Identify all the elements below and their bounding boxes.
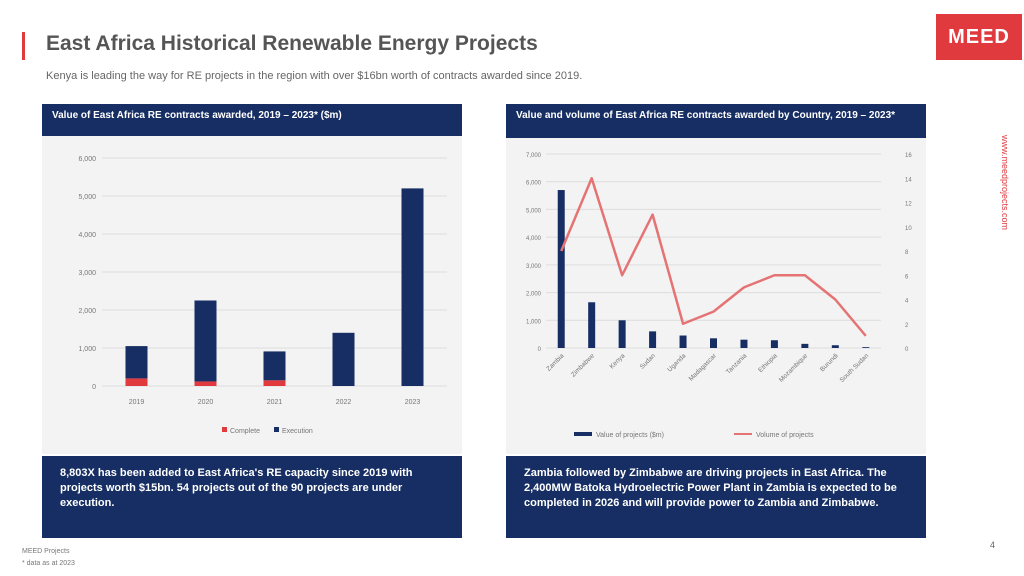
legend-swatch [274,427,279,432]
right-chart-heading: Value and volume of East Africa RE contr… [506,104,926,138]
x-tick-label: Uganda [666,352,687,373]
legend-label: Value of projects ($m) [596,432,664,439]
title-accent-bar [22,32,25,60]
meed-logo: MEED [936,14,1022,60]
right-summary-box: Zambia followed by Zimbabwe are driving … [506,456,926,538]
y-right-tick-label: 14 [905,177,912,183]
y-tick-label: 3,000 [78,270,96,277]
x-tick-label: Mozambique [778,352,810,384]
x-tick-label: 2022 [336,399,352,406]
x-tick-label: Ethiopia [757,352,779,374]
y-right-tick-label: 8 [905,250,909,256]
side-url: www.meedprojects.com [1000,134,1010,230]
page-title: East Africa Historical Renewable Energy … [46,32,538,55]
y-left-tick-label: 1,000 [526,319,542,325]
legend-label: Volume of projects [756,432,814,439]
bar-value [740,339,748,348]
left-bar-chart: 0 1,000 2,000 3,000 4,000 5,000 6,000 2019 2020 2… [78,156,447,435]
page-subtitle: Kenya is leading the way for RE projects… [46,70,583,82]
bar-complete [125,378,148,386]
bar-value [801,343,809,348]
bar-value [710,338,717,348]
bar-execution [263,351,286,381]
bar-value [831,345,839,348]
y-left-tick-label: 5,000 [526,208,542,214]
y-left-tick-label: 7,000 [526,153,542,159]
y-right-tick-label: 12 [905,202,912,208]
bar-value [770,340,778,348]
y-left-tick-label: 3,000 [526,264,542,270]
y-left-tick-label: 4,000 [526,236,542,242]
y-right-tick-label: 4 [905,299,909,305]
x-tick-label: Madagascar [688,352,719,383]
bar-value [588,302,596,348]
bar-value [679,335,687,348]
x-tick-label: Sudan [639,352,658,371]
x-tick-label: Burundi [819,352,840,373]
bar-value [649,331,657,348]
legend-label: Complete [230,428,260,435]
y-left-tick-label: 2,000 [526,292,542,298]
left-chart-heading: Value of East Africa RE contracts awarde… [42,104,462,136]
left-summary-box: 8,803X has been added to East Africa's R… [42,456,462,538]
bar-complete [263,380,286,386]
right-chart-panel [506,104,926,454]
y-tick-label: 4,000 [78,232,96,239]
line-volume [560,177,867,337]
y-tick-label: 1,000 [78,346,96,353]
bar-execution [401,188,424,386]
legend-swatch [222,427,227,432]
y-left-tick-label: 0 [538,347,542,353]
bar-execution [332,332,355,386]
x-tick-label: 2020 [198,399,214,406]
y-right-tick-label: 10 [905,226,912,232]
footnote-source: MEED Projects [22,548,70,555]
y-left-tick-label: 6,000 [526,181,542,187]
bar-execution [194,300,217,382]
bar-value [557,190,565,348]
x-tick-label: Zambia [545,352,566,373]
y-right-tick-label: 6 [905,274,909,280]
footnote-date: * data as at 2023 [22,560,75,567]
legend-swatch [574,432,592,436]
y-tick-label: 6,000 [78,156,96,163]
bar-value [862,347,870,348]
right-combo-chart: 0 1,000 2,000 3,000 4,000 5,000 6,000 7,000 0 2 4 6… [526,153,912,439]
bar-execution [125,346,148,379]
y-tick-label: 2,000 [78,308,96,315]
x-tick-label: South Sudan [839,352,871,384]
legend-label: Execution [282,428,313,435]
x-tick-label: 2021 [267,399,283,406]
y-right-tick-label: 16 [905,153,912,159]
bar-complete [194,381,217,386]
x-tick-label: 2019 [129,399,145,406]
x-tick-label: Tanzania [725,352,749,376]
x-tick-label: 2023 [405,399,421,406]
y-right-tick-label: 2 [905,323,909,329]
x-tick-label: Zimbabwe [570,352,596,378]
page-number: 4 [990,540,996,550]
x-tick-label: Kenya [609,352,627,370]
y-right-tick-label: 0 [905,347,909,353]
left-chart-panel [42,104,462,454]
bar-value [618,320,626,348]
y-tick-label: 0 [92,384,96,391]
y-tick-label: 5,000 [78,194,96,201]
